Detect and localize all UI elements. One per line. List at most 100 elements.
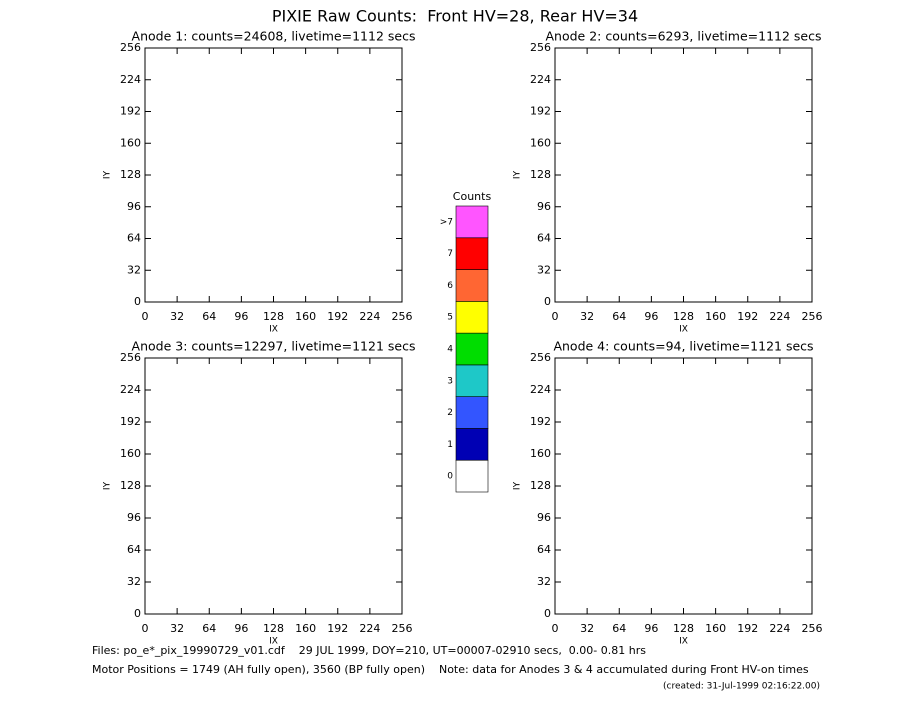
colorbar-label: 1	[447, 440, 453, 450]
y-tick-label: 64	[537, 232, 551, 245]
x-tick-label: 96	[644, 622, 658, 635]
y-tick-label: 128	[530, 168, 551, 181]
colorbar-label: 7	[447, 249, 453, 259]
x-tick-label: 0	[142, 622, 149, 635]
x-tick-label: 0	[142, 310, 149, 323]
x-tick-label: 128	[673, 622, 694, 635]
y-tick-label: 224	[120, 383, 141, 396]
panel-title: Anode 3: counts=12297, livetime=1121 sec…	[132, 339, 416, 354]
y-tick-label: 192	[120, 105, 141, 118]
panel-title: Anode 2: counts=6293, livetime=1112 secs	[546, 29, 822, 44]
y-tick-label: 192	[530, 415, 551, 428]
footer-created: (created: 31-Jul-1999 02:16:22.00)	[663, 682, 820, 692]
y-tick-label: 96	[537, 200, 551, 213]
y-tick-label: 192	[530, 105, 551, 118]
y-tick-label: 96	[537, 511, 551, 524]
y-tick-label: 32	[127, 263, 141, 276]
plot-frame	[144, 47, 403, 303]
y-tick-label: 96	[127, 511, 141, 524]
y-axis-label: IY	[103, 481, 113, 490]
x-tick-label: 128	[263, 622, 284, 635]
y-tick-label: 256	[530, 351, 551, 364]
x-tick-label: 224	[769, 622, 790, 635]
y-tick-label: 256	[120, 351, 141, 364]
x-tick-label: 64	[612, 622, 626, 635]
y-axis-label: IY	[103, 170, 113, 179]
x-tick-label: 192	[327, 622, 348, 635]
y-tick-label: 256	[530, 41, 551, 54]
x-tick-label: 96	[234, 622, 248, 635]
x-tick-label: 96	[234, 310, 248, 323]
footer-files: Files: po_e*_pix_19990729_v01.cdf 29 JUL…	[92, 644, 646, 657]
x-tick-label: 64	[202, 622, 216, 635]
x-axis-label: IX	[269, 325, 278, 335]
x-tick-label: 128	[263, 310, 284, 323]
y-tick-label: 0	[544, 607, 551, 620]
x-tick-label: 32	[170, 622, 184, 635]
x-axis-label: IX	[679, 637, 688, 647]
x-tick-label: 0	[552, 310, 559, 323]
x-axis-label: IX	[679, 325, 688, 335]
page-title: PIXIE Raw Counts: Front HV=28, Rear HV=3…	[272, 7, 638, 26]
colorbar-swatch	[455, 396, 489, 429]
y-tick-label: 160	[530, 136, 551, 149]
x-tick-label: 0	[552, 622, 559, 635]
colorbar-swatch	[455, 332, 489, 366]
y-tick-label: 0	[134, 607, 141, 620]
y-tick-label: 160	[120, 136, 141, 149]
colorbar-label: 4	[447, 345, 453, 355]
x-tick-label: 32	[580, 622, 594, 635]
y-tick-label: 32	[537, 575, 551, 588]
colorbar-swatch	[455, 205, 489, 239]
y-tick-label: 128	[120, 168, 141, 181]
y-tick-label: 256	[120, 41, 141, 54]
y-tick-label: 224	[530, 73, 551, 86]
plot-frame	[554, 357, 813, 615]
footer-motor: Motor Positions = 1749 (AH fully open), …	[92, 663, 809, 676]
y-tick-label: 96	[127, 200, 141, 213]
y-axis-label: IY	[513, 170, 523, 179]
colorbar-label: 2	[447, 408, 453, 418]
y-tick-label: 224	[120, 73, 141, 86]
colorbar-label: 5	[447, 313, 453, 323]
x-tick-label: 32	[580, 310, 594, 323]
x-tick-label: 256	[802, 310, 823, 323]
x-tick-label: 256	[392, 622, 413, 635]
x-tick-label: 224	[769, 310, 790, 323]
y-tick-label: 64	[127, 543, 141, 556]
y-tick-label: 128	[530, 479, 551, 492]
x-tick-label: 192	[737, 622, 758, 635]
colorbar-swatch	[455, 364, 489, 397]
plot-frame	[554, 47, 813, 303]
y-tick-label: 160	[120, 447, 141, 460]
y-tick-label: 0	[134, 295, 141, 308]
x-tick-label: 128	[673, 310, 694, 323]
y-tick-label: 0	[544, 295, 551, 308]
x-tick-label: 192	[737, 310, 758, 323]
x-tick-label: 192	[327, 310, 348, 323]
y-axis-label: IY	[513, 481, 523, 490]
x-tick-label: 160	[295, 310, 316, 323]
colorbar-swatch	[455, 301, 489, 334]
y-tick-label: 224	[530, 383, 551, 396]
colorbar-label: >7	[440, 217, 453, 227]
y-tick-label: 64	[127, 232, 141, 245]
colorbar-swatch	[455, 269, 489, 302]
panel-title: Anode 1: counts=24608, livetime=1112 sec…	[132, 29, 416, 44]
x-tick-label: 64	[202, 310, 216, 323]
y-tick-label: 32	[537, 263, 551, 276]
colorbar-label: 3	[447, 376, 453, 386]
x-axis-label: IX	[269, 637, 278, 647]
x-tick-label: 224	[359, 310, 380, 323]
colorbar-swatch	[455, 459, 489, 493]
y-tick-label: 192	[120, 415, 141, 428]
x-tick-label: 160	[295, 622, 316, 635]
x-tick-label: 256	[392, 310, 413, 323]
panel-title: Anode 4: counts=94, livetime=1121 secs	[553, 339, 813, 354]
y-tick-label: 160	[530, 447, 551, 460]
y-tick-label: 32	[127, 575, 141, 588]
x-tick-label: 32	[170, 310, 184, 323]
x-tick-label: 160	[705, 622, 726, 635]
x-tick-label: 224	[359, 622, 380, 635]
